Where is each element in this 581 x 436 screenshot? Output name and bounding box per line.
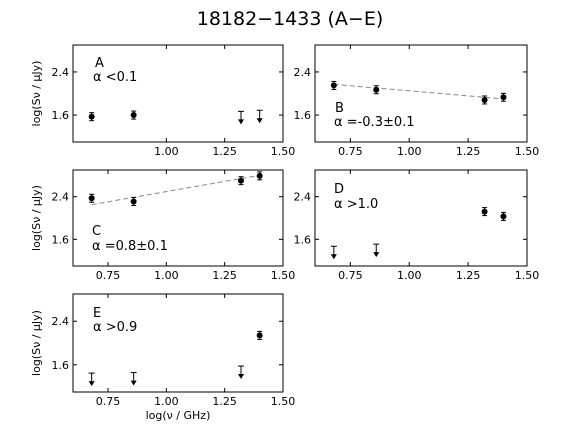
plot-frame	[72, 44, 284, 143]
x-tick-label: 1.50	[271, 145, 296, 158]
upper-limit-arrow	[256, 118, 263, 124]
y-tick-label: 1.6	[294, 109, 312, 122]
spectral-index-label: α =0.8±0.1	[92, 239, 168, 254]
data-point	[373, 86, 380, 93]
x-tick-label: 0.75	[338, 145, 363, 158]
y-tick-label: 2.4	[52, 191, 70, 204]
panel-letter: C	[92, 224, 101, 239]
plot-frame	[314, 169, 528, 267]
y-tick-label: 1.6	[294, 233, 312, 246]
x-tick-label: 1.00	[154, 395, 179, 408]
fit-line	[333, 83, 504, 100]
panel-letter: E	[93, 306, 101, 321]
panel-letter: D	[334, 182, 344, 197]
x-tick-label: 1.25	[212, 145, 237, 158]
data-point	[500, 94, 507, 101]
data-point	[256, 332, 263, 339]
panel-b: 0.75 1.00 1.25 1.50 1.6 2.4 Bα =-0.3±0.1	[294, 44, 540, 158]
x-tick-label: 1.00	[397, 145, 422, 158]
x-tick-label: 1.50	[271, 269, 296, 282]
y-tick-label: 2.4	[52, 66, 70, 79]
y-axis-label: log(Sν / μJy)	[30, 61, 43, 127]
panel-c: 0.75 1.00 1.25 1.50 1.6 2.4 log(Sν / μJy) Cα =0…	[30, 169, 296, 282]
plot-frame	[72, 293, 284, 393]
upper-limit-arrow	[88, 381, 95, 387]
panels: 1.00 1.25 1.50 1.6 2.4 log(Sν / μJy) Aα <0.1 0.…	[30, 44, 540, 422]
fit-line	[91, 174, 260, 206]
y-tick-label: 2.4	[52, 315, 70, 328]
x-tick-label: 1.25	[456, 269, 481, 282]
x-tick-label: 1.25	[456, 145, 481, 158]
data-point	[330, 82, 337, 89]
data-point	[88, 113, 95, 120]
data-point	[88, 195, 95, 202]
panel-letter: A	[95, 56, 104, 71]
plot-frame	[72, 169, 284, 267]
data-point	[238, 177, 244, 184]
x-tick-label: 1.50	[271, 395, 296, 408]
figure-title: 18182−1433 (A−E)	[197, 8, 384, 30]
x-tick-label: 0.75	[338, 269, 363, 282]
x-tick-label: 1.25	[212, 395, 237, 408]
plot-frame	[314, 44, 528, 143]
data-point	[500, 213, 507, 220]
data-point	[256, 172, 263, 179]
upper-limit-arrow	[238, 374, 244, 380]
upper-limit-arrow	[373, 252, 380, 258]
data-point	[481, 96, 488, 103]
data-point	[130, 198, 137, 205]
upper-limit-arrow	[330, 254, 337, 260]
upper-limit-arrow	[238, 119, 244, 125]
panel-e: 0.75 1.00 1.25 1.50 1.6 2.4 log(Sν / μJy) log(ν…	[30, 293, 296, 422]
x-axis-label: log(ν / GHz)	[146, 409, 211, 422]
panel-d: 0.75 1.00 1.25 1.50 1.6 2.4 Dα >1.0	[294, 169, 540, 282]
x-tick-label: 1.50	[515, 269, 540, 282]
x-tick-label: 1.00	[154, 269, 179, 282]
y-tick-label: 2.4	[294, 191, 312, 204]
y-tick-label: 1.6	[52, 233, 70, 246]
y-axis-label: log(Sν / μJy)	[30, 310, 43, 376]
spectral-index-label: α <0.1	[93, 70, 137, 85]
x-tick-label: 1.25	[212, 269, 237, 282]
spectral-index-label: α =-0.3±0.1	[334, 115, 415, 130]
x-tick-label: 1.50	[515, 145, 540, 158]
spectral-index-label: α >0.9	[93, 320, 137, 335]
panel-letter: B	[335, 101, 344, 116]
data-point	[130, 112, 137, 119]
spectral-index-label: α >1.0	[334, 197, 378, 212]
panel-a: 1.00 1.25 1.50 1.6 2.4 log(Sν / μJy) Aα <0.1	[30, 44, 296, 158]
x-tick-label: 0.75	[96, 395, 121, 408]
upper-limit-arrow	[130, 380, 137, 386]
y-tick-label: 1.6	[52, 359, 70, 372]
x-tick-label: 0.75	[96, 269, 121, 282]
y-tick-label: 2.4	[294, 66, 312, 79]
y-tick-label: 1.6	[52, 109, 70, 122]
data-point	[481, 208, 488, 215]
x-tick-label: 1.00	[154, 145, 179, 158]
x-tick-label: 1.00	[397, 269, 422, 282]
y-axis-label: log(Sν / μJy)	[30, 185, 43, 251]
